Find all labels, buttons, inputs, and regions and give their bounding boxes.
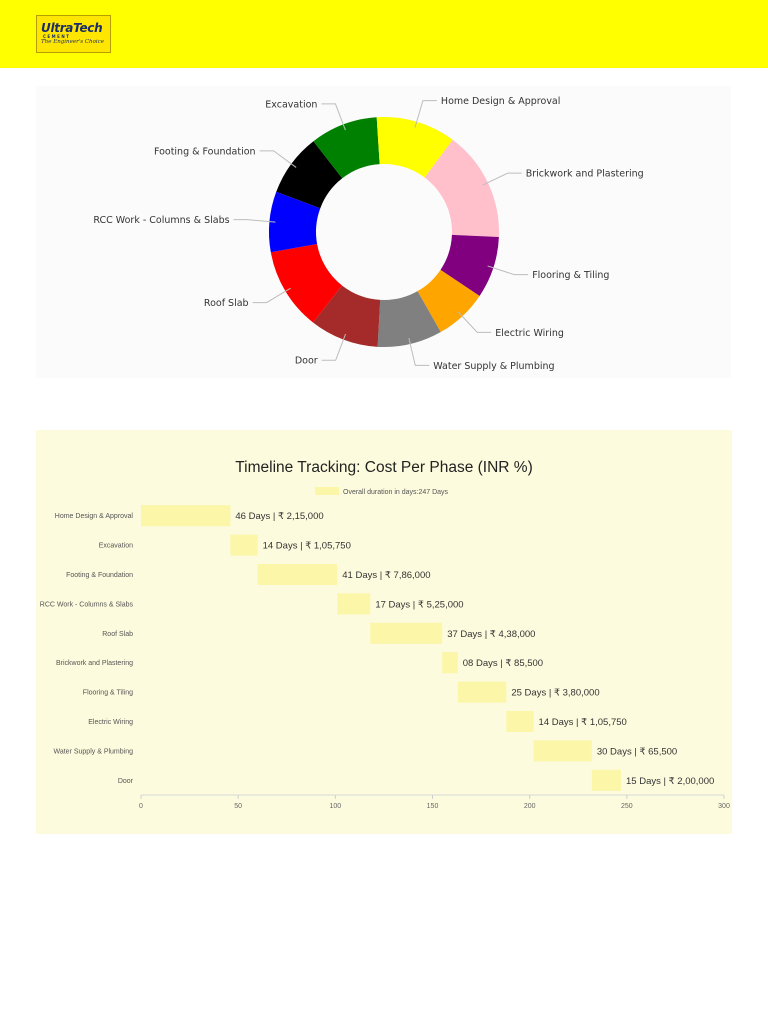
category-label-brickwork-and-plastering: Brickwork and Plastering	[56, 660, 133, 667]
donut-leader-line	[487, 265, 529, 276]
category-label-home-design-approval: Home Design & Approval	[55, 513, 134, 520]
donut-leader-line	[233, 219, 276, 223]
x-tick-label: 300	[718, 803, 730, 810]
donut-label-electric-wiring: Electric Wiring	[495, 328, 564, 339]
logo-tagline: The Engineer's Choice	[41, 39, 104, 45]
donut-leader-line	[457, 311, 492, 333]
donut-chart: Brickwork and Plastering Flooring & Tilin…	[93, 96, 644, 372]
data-label-brickwork-and-plastering: 08 Days | ₹ 85,500	[463, 658, 543, 669]
timeline-bar-water-supply-plumbing[interactable]	[533, 740, 592, 762]
timeline-bar-flooring-tiling[interactable]	[457, 681, 507, 703]
donut-slice-rcc-work-columns-slabs[interactable]	[269, 191, 321, 253]
data-label-flooring-tiling: 25 Days | ₹ 3,80,000	[511, 688, 599, 699]
legend-label: Overall duration in days:247 Days	[343, 489, 449, 496]
timeline-bar-brickwork-and-plastering[interactable]	[442, 652, 458, 674]
donut-leader-line	[321, 333, 347, 361]
donut-leader-line	[252, 287, 291, 304]
legend-swatch	[315, 487, 339, 495]
data-label-electric-wiring: 14 Days | ₹ 1,05,750	[539, 717, 627, 728]
timeline-bar-door[interactable]	[591, 769, 622, 791]
donut-label-excavation: Excavation	[265, 99, 317, 110]
donut-label-door: Door	[295, 356, 318, 367]
data-label-footing-foundation: 41 Days | ₹ 7,86,000	[342, 570, 430, 581]
donut-label-rcc-work-columns-slabs: RCC Work - Columns & Slabs	[93, 215, 229, 226]
donut-label-footing-foundation: Footing & Foundation	[154, 146, 256, 157]
timeline-bar-electric-wiring[interactable]	[506, 711, 534, 732]
donut-label-brickwork-and-plastering: Brickwork and Plastering	[526, 169, 644, 180]
timeline-chart: Timeline Tracking: Cost Per Phase (INR %…	[40, 459, 730, 810]
donut-slice-electric-wiring[interactable]	[417, 269, 480, 333]
category-label-footing-foundation: Footing & Foundation	[66, 572, 133, 579]
category-label-rcc-work-columns-slabs: RCC Work - Columns & Slabs	[40, 601, 134, 608]
category-label-door: Door	[118, 778, 134, 785]
donut-slice-door[interactable]	[313, 285, 381, 347]
x-tick-label: 0	[139, 803, 143, 810]
x-tick-label: 100	[329, 803, 341, 810]
donut-slice-home-design-approval[interactable]	[376, 117, 453, 178]
logo-brand: UltraTech	[41, 21, 103, 35]
donut-label-water-supply-plumbing: Water Supply & Plumbing	[433, 361, 554, 372]
ultratech-logo[interactable]: UltraTech CEMENT The Engineer's Choice	[36, 15, 111, 53]
timeline-bar-roof-slab[interactable]	[370, 622, 443, 644]
data-label-door: 15 Days | ₹ 2,00,000	[626, 776, 714, 787]
donut-leader-line	[414, 100, 437, 128]
donut-leader-line	[482, 172, 522, 186]
donut-slice-footing-foundation[interactable]	[276, 141, 343, 209]
donut-chart-panel: Brickwork and Plastering Flooring & Tilin…	[36, 86, 731, 378]
chart-title: Timeline Tracking: Cost Per Phase (INR %…	[235, 459, 532, 476]
logo-sub: CEMENT	[43, 34, 71, 39]
x-tick-label: 150	[427, 803, 439, 810]
category-label-flooring-tiling: Flooring & Tiling	[83, 690, 133, 697]
x-tick-label: 200	[524, 803, 536, 810]
donut-leader-line	[321, 103, 346, 131]
donut-leader-line	[259, 150, 297, 168]
donut-slice-excavation[interactable]	[313, 117, 380, 179]
timeline-bar-rcc-work-columns-slabs[interactable]	[337, 593, 371, 615]
donut-slice-roof-slab[interactable]	[270, 243, 343, 323]
donut-leader-line	[408, 338, 430, 366]
donut-slice-flooring-tiling[interactable]	[440, 234, 499, 296]
header-bar: UltraTech CEMENT The Engineer's Choice	[0, 0, 768, 68]
donut-label-home-design-approval: Home Design & Approval	[441, 96, 560, 107]
data-label-rcc-work-columns-slabs: 17 Days | ₹ 5,25,000	[375, 599, 463, 610]
category-label-excavation: Excavation	[99, 543, 133, 550]
timeline-chart-panel: Timeline Tracking: Cost Per Phase (INR %…	[36, 430, 732, 834]
timeline-bar-excavation[interactable]	[230, 534, 258, 556]
category-label-electric-wiring: Electric Wiring	[88, 719, 133, 726]
data-label-water-supply-plumbing: 30 Days | ₹ 65,500	[597, 746, 677, 757]
x-tick-label: 50	[234, 803, 242, 810]
category-label-roof-slab: Roof Slab	[102, 631, 133, 638]
data-label-excavation: 14 Days | ₹ 1,05,750	[263, 541, 351, 552]
donut-slice-water-supply-plumbing[interactable]	[377, 291, 441, 348]
timeline-bar-home-design-approval[interactable]	[141, 505, 231, 527]
data-label-home-design-approval: 46 Days | ₹ 2,15,000	[235, 511, 323, 522]
timeline-bar-footing-foundation[interactable]	[257, 564, 338, 585]
category-label-water-supply-plumbing: Water Supply & Plumbing	[54, 748, 134, 755]
donut-slice-brickwork-and-plastering[interactable]	[424, 139, 499, 237]
x-tick-label: 250	[621, 803, 633, 810]
data-label-roof-slab: 37 Days | ₹ 4,38,000	[447, 629, 535, 640]
donut-label-roof-slab: Roof Slab	[204, 298, 249, 309]
donut-label-flooring-tiling: Flooring & Tiling	[532, 270, 609, 281]
